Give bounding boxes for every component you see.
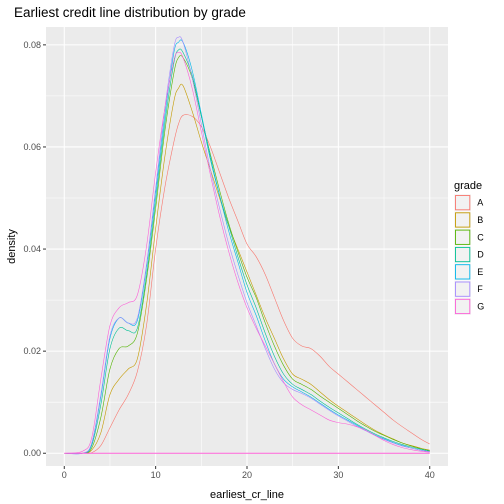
legend-key-B xyxy=(453,211,472,229)
x-tick-label: 0 xyxy=(62,470,67,480)
density-lines xyxy=(64,36,430,455)
y-tick-label: 0.06 xyxy=(23,142,41,152)
legend-key-D xyxy=(453,245,472,264)
legend-key-F xyxy=(453,280,472,299)
legend-label-C: C xyxy=(477,232,484,242)
legend-label-G: G xyxy=(477,301,484,311)
x-tick-label: 30 xyxy=(333,470,343,480)
x-axis-title: earliest_cr_line xyxy=(210,489,284,501)
legend-swatch-F xyxy=(455,281,471,297)
y-tick-label: 0.00 xyxy=(23,448,41,458)
legend-swatch-B xyxy=(455,212,471,228)
y-tick-label: 0.02 xyxy=(23,346,41,356)
density-line-G xyxy=(64,52,430,454)
legend-swatch-A xyxy=(455,195,471,211)
legend-label-B: B xyxy=(477,215,483,225)
major-gridlines xyxy=(46,27,448,466)
x-tick-label: 20 xyxy=(242,470,252,480)
y-tick-label: 0.04 xyxy=(23,244,41,254)
legend-label-F: F xyxy=(477,284,483,294)
legend-key-C xyxy=(453,228,472,247)
density-line-B xyxy=(64,83,430,454)
y-axis-title: density xyxy=(6,229,18,264)
x-axis: 0 10 20 30 40 xyxy=(62,466,435,480)
legend-label-D: D xyxy=(477,250,484,260)
legend-swatch-G xyxy=(455,298,471,315)
legend-title: grade xyxy=(454,180,482,192)
legend-label-E: E xyxy=(477,267,483,277)
legend-key-A xyxy=(453,193,472,212)
legend-key-E xyxy=(453,262,472,281)
x-tick-label: 10 xyxy=(151,470,161,480)
x-tick-label: 40 xyxy=(425,470,435,480)
legend-label-A: A xyxy=(477,198,483,208)
legend-swatch-D xyxy=(455,246,471,263)
y-tick-label: 0.08 xyxy=(23,40,41,50)
density-line-A xyxy=(64,114,430,454)
legend-key-G xyxy=(453,297,472,316)
plot-title: Earliest credit line distribution by gra… xyxy=(14,5,246,20)
density-line-C xyxy=(64,55,430,454)
density-line-D xyxy=(64,48,430,455)
legend-swatch-C xyxy=(455,229,471,245)
legend-swatch-E xyxy=(455,264,471,280)
y-axis: 0.00 0.02 0.04 0.06 0.08 xyxy=(23,40,46,458)
density-line-F xyxy=(64,36,430,455)
